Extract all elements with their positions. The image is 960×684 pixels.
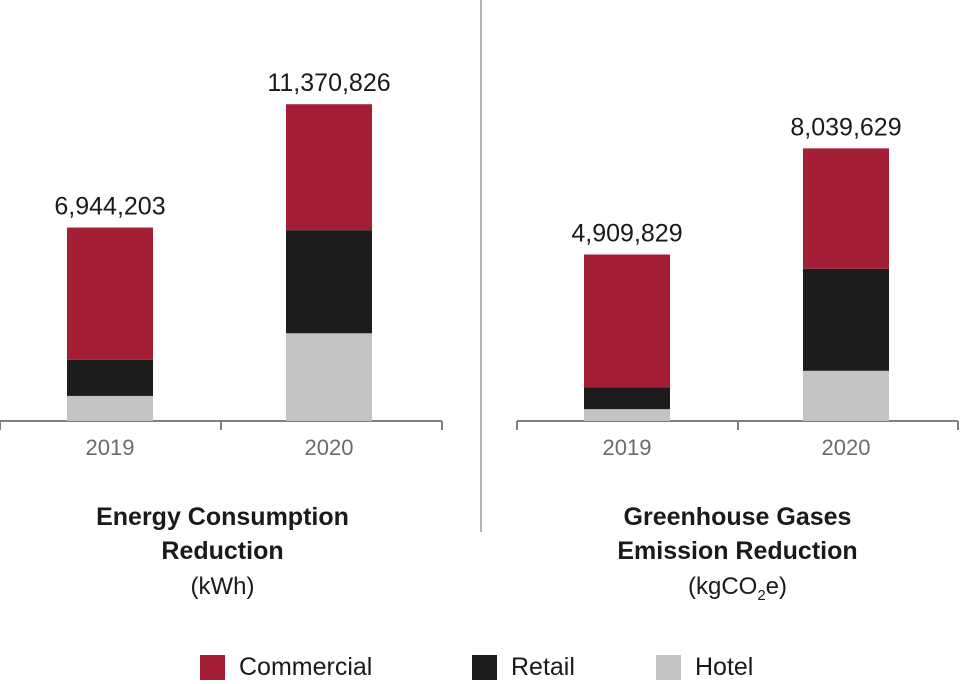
ghg-tick-label-2020: 2020 (822, 435, 871, 460)
energy-tick-label-2019: 2019 (86, 435, 135, 460)
legend-swatch-commercial (200, 654, 225, 680)
legend-commercial: Commercial (200, 650, 372, 684)
energy-title-line2: Reduction (161, 537, 284, 565)
energy-bar-2020-hotel (286, 333, 372, 421)
energy-bar-2019-retail (67, 359, 153, 396)
ghg-bar-2019-hotel (584, 409, 670, 421)
ghg-chart-title: Greenhouse Gases Emission Reduction (555, 500, 920, 568)
legend-swatch-hotel (656, 654, 681, 680)
energy-total-label-2019: 6,944,203 (54, 193, 165, 221)
energy-chart: 6,944,203 2019 11,370,826 2020 (0, 69, 443, 460)
ghg-chart: 4,909,829 2019 8,039,629 2020 (516, 113, 959, 460)
ghg-total-label-2020: 8,039,629 (790, 113, 901, 141)
energy-total-label-2020: 11,370,826 (267, 69, 390, 97)
legend-hotel: Hotel (656, 650, 753, 684)
energy-unit-label: (kWh) (190, 573, 255, 600)
ghg-bar-2020-retail (803, 268, 889, 371)
ghg-title-line2: Emission Reduction (617, 537, 858, 565)
energy-bar-2020-retail (286, 230, 372, 334)
legend-label-retail: Retail (511, 652, 575, 681)
legend-label-commercial: Commercial (239, 652, 373, 681)
ghg-title-line1: Greenhouse Gases (623, 503, 852, 531)
ghg-total-label-2019: 4,909,829 (571, 219, 682, 247)
energy-title-line1: Energy Consumption (96, 503, 349, 531)
energy-chart-title: Energy Consumption Reduction (40, 500, 405, 568)
energy-tick-label-2020: 2020 (305, 435, 354, 460)
ghg-bar-2020-commercial (803, 148, 889, 269)
legend-label-hotel: Hotel (695, 652, 754, 681)
ghg-unit-prefix: (kgCO (687, 573, 758, 600)
ghg-bar-2019-retail (584, 387, 670, 410)
energy-bar-2019-hotel (67, 395, 153, 421)
legend-retail: Retail (472, 650, 575, 684)
energy-bar-2020-commercial (286, 104, 372, 231)
ghg-unit-subscript: 2 (757, 586, 766, 604)
ghg-tick-label-2019: 2019 (603, 435, 652, 460)
ghg-bar-2019-commercial (584, 254, 670, 388)
ghg-unit-label: (kgCO2e) (555, 572, 920, 611)
ghg-bar-2020-hotel (803, 370, 889, 421)
energy-bar-2019-commercial (67, 227, 153, 360)
ghg-unit-suffix: e) (765, 573, 788, 600)
legend-swatch-retail (472, 654, 497, 680)
